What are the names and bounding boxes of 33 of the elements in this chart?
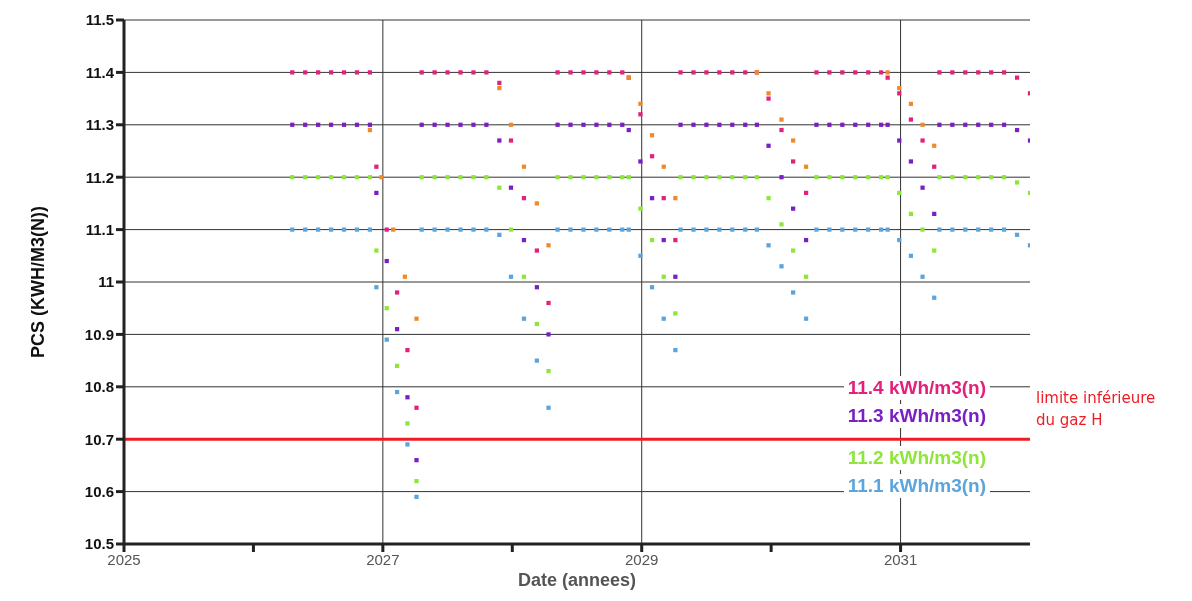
text: 11.3 kWh/m3(n)	[843, 404, 990, 428]
y-tick-label: 11.2	[85, 168, 114, 186]
text: 11.1 kWh/m3(n)	[843, 474, 990, 498]
point	[638, 101, 643, 106]
x-axis-title: Date (annees)	[517, 570, 637, 590]
x-tick-label: 2025	[107, 550, 141, 568]
point	[766, 91, 771, 96]
y-tick-label: 10.8	[84, 378, 114, 396]
y-tick-label: 10.6	[84, 482, 114, 500]
point	[885, 70, 890, 75]
y-tick-label: 10.9	[84, 325, 114, 343]
point	[414, 316, 419, 321]
x-tick-label: 2027	[366, 550, 400, 568]
y-tick-label: 10.7	[84, 430, 114, 448]
x-tick-label: 2029	[625, 550, 659, 568]
point	[791, 138, 796, 143]
point	[379, 175, 384, 180]
point	[534, 201, 539, 206]
y-tick-label: 11.5	[85, 11, 114, 29]
y-axis-title: PCS (KWH/M3(N))	[28, 206, 49, 358]
y-tick-label: 11.4	[85, 63, 115, 81]
point	[920, 122, 925, 127]
y-tick-label: 11.1	[85, 220, 114, 238]
text: 11.2 kWh/m3(n)	[843, 446, 990, 470]
x-tick-label: 2031	[883, 550, 918, 568]
y-tick-label: 11.3	[85, 116, 114, 134]
y-tick-label: 10.5	[84, 535, 114, 553]
point	[779, 117, 784, 122]
point	[546, 243, 551, 248]
point	[391, 227, 396, 232]
y-tick-label: 11	[98, 273, 114, 291]
ref-line-label: limite inférieure du gaz H	[1036, 388, 1157, 432]
text: 11.4 kWh/m3(n)	[843, 376, 990, 400]
